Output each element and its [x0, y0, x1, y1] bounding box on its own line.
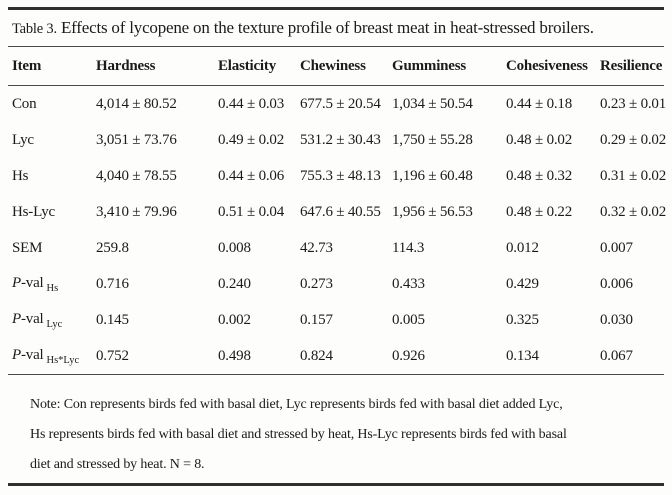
- table-row: P-val Hs 0.716 0.240 0.273 0.433 0.429 0.…: [8, 266, 664, 302]
- table-row: P-val Lyc 0.145 0.002 0.157 0.005 0.325 0…: [8, 302, 664, 338]
- cell-chewiness: 0.824: [300, 338, 392, 375]
- table-caption-label: Table 3.: [12, 21, 57, 37]
- cell-cohesiveness: 0.48 ± 0.22: [506, 203, 573, 220]
- pval-subscript: Hs: [46, 282, 59, 294]
- table-row: SEM 259.8 0.008 42.73 114.3 0.012 0.007: [8, 230, 664, 266]
- top-rule: [8, 7, 664, 10]
- pval-subscript: Lyc: [46, 318, 63, 330]
- cell-gumminess: 1,034 ± 50.54: [392, 95, 473, 112]
- table-row: P-val Hs*Lyc 0.752 0.498 0.824 0.926 0.13…: [8, 338, 664, 375]
- cell-elasticity: 0.44 ± 0.03: [218, 95, 285, 112]
- col-header-hardness: Hardness: [96, 47, 218, 86]
- row-label: Hs: [12, 167, 29, 184]
- row-label-pval: P-val Hs: [8, 266, 96, 302]
- cell-resilience: 0.32 ± 0.02: [600, 203, 667, 220]
- cell-resilience: 0.030: [600, 311, 633, 328]
- col-header-resilience: Resilience: [600, 47, 664, 86]
- cell-cohesiveness: 0.48 ± 0.32: [506, 167, 573, 184]
- note-line: diet and stressed by heat. N = 8.: [30, 457, 205, 472]
- row-label: SEM: [12, 239, 43, 256]
- cell-resilience: 0.006: [600, 275, 633, 292]
- cell-hardness: 0.145: [96, 311, 129, 328]
- cell-gumminess: 0.433: [392, 275, 425, 292]
- cell-hardness: 4,014 ± 80.52: [96, 95, 177, 112]
- pval-rest: -val: [20, 274, 44, 291]
- cell-chewiness: 0.157: [300, 311, 333, 328]
- cell-hardness: 3,051 ± 73.76: [96, 131, 177, 148]
- row-label: Con: [12, 95, 37, 112]
- col-header-gumminess: Gumminess: [392, 47, 506, 86]
- cell-elasticity: 0.51 ± 0.04: [218, 203, 285, 220]
- pval-rest: -val: [20, 346, 44, 363]
- cell-resilience: 0.31 ± 0.02: [600, 167, 667, 184]
- cell-hardness: 3,410 ± 79.96: [96, 203, 177, 220]
- row-label: Hs-Lyc: [12, 203, 55, 220]
- cell-resilience: 0.067: [600, 338, 664, 375]
- cell-gumminess: 114.3: [392, 239, 425, 256]
- cell-gumminess: 1,750 ± 55.28: [392, 131, 473, 148]
- table-note: Note: Con represents birds fed with basa…: [30, 390, 666, 480]
- cell-elasticity: 0.44 ± 0.06: [218, 167, 285, 184]
- pval-italic-p: P: [12, 310, 21, 327]
- note-line: Note: Con represents birds fed with basa…: [30, 397, 563, 412]
- cell-cohesiveness: 0.012: [506, 239, 539, 256]
- col-header-elasticity: Elasticity: [218, 47, 300, 86]
- cell-resilience: 0.29 ± 0.02: [600, 131, 667, 148]
- row-label-pval: P-val Hs*Lyc: [8, 338, 96, 375]
- caption-rule: [8, 46, 664, 47]
- table-caption: Table 3. Effects of lycopene on the text…: [8, 10, 664, 46]
- col-header-cohesiveness: Cohesiveness: [506, 47, 600, 86]
- col-header-item: Item: [8, 47, 96, 86]
- cell-resilience: 0.007: [600, 239, 633, 256]
- note-line: Hs represents birds fed with basal diet …: [30, 427, 567, 442]
- cell-hardness: 4,040 ± 78.55: [96, 167, 177, 184]
- cell-chewiness: 42.73: [300, 239, 333, 256]
- table-header-row: Item Hardness Elasticity Chewiness Gummi…: [8, 47, 664, 86]
- cell-gumminess: 1,956 ± 56.53: [392, 203, 473, 220]
- cell-cohesiveness: 0.48 ± 0.02: [506, 131, 573, 148]
- cell-resilience: 0.23 ± 0.01: [600, 95, 667, 112]
- cell-elasticity: 0.008: [218, 239, 251, 256]
- cell-elasticity: 0.002: [218, 311, 251, 328]
- cell-elasticity: 0.49 ± 0.02: [218, 131, 285, 148]
- table-row: Lyc 3,051 ± 73.76 0.49 ± 0.02 531.2 ± 30…: [8, 122, 667, 158]
- pval-italic-p: P: [12, 346, 21, 363]
- cell-chewiness: 677.5 ± 20.54: [300, 95, 381, 112]
- cell-hardness: 0.752: [96, 338, 218, 375]
- pval-subscript: Hs*Lyc: [46, 354, 80, 366]
- cell-cohesiveness: 0.429: [506, 275, 539, 292]
- table-row: Hs 4,040 ± 78.55 0.44 ± 0.06 755.3 ± 48.…: [8, 158, 667, 194]
- row-label: Lyc: [12, 131, 34, 148]
- table-row: Hs-Lyc 3,410 ± 79.96 0.51 ± 0.04 647.6 ±…: [8, 194, 667, 230]
- cell-chewiness: 531.2 ± 30.43: [300, 131, 381, 148]
- cell-gumminess: 1,196 ± 60.48: [392, 167, 473, 184]
- cell-hardness: 259.8: [96, 239, 129, 256]
- cell-elasticity: 0.498: [218, 338, 300, 375]
- cell-chewiness: 0.273: [300, 275, 333, 292]
- cell-elasticity: 0.240: [218, 275, 251, 292]
- row-label-pval: P-val Lyc: [8, 302, 96, 338]
- cell-cohesiveness: 0.325: [506, 311, 539, 328]
- texture-profile-table: Item Hardness Elasticity Chewiness Gummi…: [8, 47, 667, 375]
- cell-gumminess: 0.926: [392, 338, 506, 375]
- cell-hardness: 0.716: [96, 275, 129, 292]
- cell-gumminess: 0.005: [392, 311, 425, 328]
- bottom-rule: [8, 483, 664, 486]
- cell-chewiness: 647.6 ± 40.55: [300, 203, 381, 220]
- cell-chewiness: 755.3 ± 48.13: [300, 167, 381, 184]
- pval-italic-p: P: [12, 274, 21, 291]
- cell-cohesiveness: 0.134: [506, 338, 600, 375]
- table-caption-text: Effects of lycopene on the texture profi…: [56, 18, 594, 37]
- pval-rest: -val: [20, 310, 44, 327]
- table-row: Con 4,014 ± 80.52 0.44 ± 0.03 677.5 ± 20…: [8, 86, 667, 123]
- cell-cohesiveness: 0.44 ± 0.18: [506, 95, 573, 112]
- col-header-chewiness: Chewiness: [300, 47, 392, 86]
